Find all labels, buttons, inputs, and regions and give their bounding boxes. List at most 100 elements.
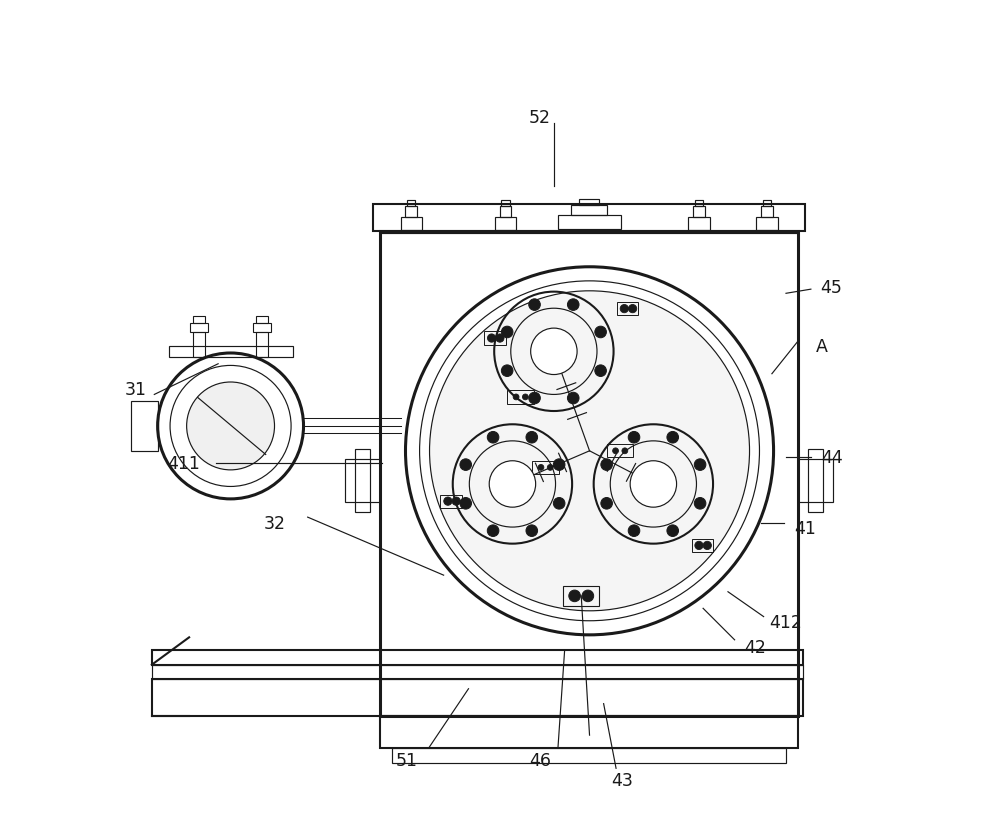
Bar <box>501 200 510 207</box>
Text: 411: 411 <box>167 455 200 473</box>
Bar <box>558 215 621 230</box>
Circle shape <box>628 305 637 313</box>
Circle shape <box>628 525 640 537</box>
Circle shape <box>444 498 452 506</box>
Circle shape <box>522 394 528 401</box>
Circle shape <box>489 461 536 508</box>
Bar <box>169 347 293 358</box>
Text: 31: 31 <box>124 380 146 398</box>
Circle shape <box>667 525 679 537</box>
Circle shape <box>694 460 706 471</box>
Bar <box>380 716 798 748</box>
Text: 51: 51 <box>396 751 418 769</box>
Bar <box>190 324 208 333</box>
Bar <box>407 200 415 207</box>
Circle shape <box>595 365 606 377</box>
Circle shape <box>487 432 499 444</box>
Circle shape <box>695 542 703 550</box>
Circle shape <box>452 498 460 506</box>
Circle shape <box>487 335 496 343</box>
Bar <box>579 200 599 206</box>
Circle shape <box>501 327 513 339</box>
Circle shape <box>553 498 565 509</box>
Bar <box>500 207 511 218</box>
Circle shape <box>526 432 538 444</box>
Circle shape <box>187 383 275 470</box>
Circle shape <box>547 465 553 471</box>
Bar <box>571 206 607 215</box>
Text: 42: 42 <box>744 638 766 657</box>
Bar <box>256 333 268 358</box>
Bar <box>131 402 158 451</box>
Bar <box>692 539 713 552</box>
Bar <box>193 316 205 324</box>
Bar <box>798 460 833 503</box>
Bar <box>761 207 773 218</box>
Text: 44: 44 <box>821 448 842 466</box>
Bar <box>763 200 771 207</box>
Bar <box>756 218 778 231</box>
Bar <box>495 218 516 231</box>
Bar <box>152 679 803 716</box>
Text: 412: 412 <box>770 614 802 632</box>
Bar <box>256 316 268 324</box>
Bar <box>401 218 422 231</box>
Circle shape <box>667 432 679 444</box>
Bar <box>152 650 803 665</box>
Circle shape <box>630 461 677 508</box>
Circle shape <box>531 329 577 375</box>
Circle shape <box>601 460 612 471</box>
Bar <box>695 200 703 207</box>
Circle shape <box>569 590 580 602</box>
Bar <box>193 333 205 358</box>
Circle shape <box>529 300 540 311</box>
Bar <box>688 218 710 231</box>
Circle shape <box>513 394 519 401</box>
Circle shape <box>526 525 538 537</box>
Bar <box>808 450 823 513</box>
Circle shape <box>601 498 612 509</box>
Bar <box>563 586 599 606</box>
Bar <box>345 460 380 503</box>
Circle shape <box>620 305 628 313</box>
Bar <box>355 450 370 513</box>
Circle shape <box>694 498 706 509</box>
Text: 45: 45 <box>821 279 843 297</box>
Text: 46: 46 <box>529 751 551 769</box>
Bar <box>507 391 534 404</box>
Bar <box>484 332 506 345</box>
Text: 52: 52 <box>529 108 551 127</box>
Circle shape <box>613 448 618 455</box>
Bar <box>253 324 271 333</box>
Circle shape <box>628 432 640 444</box>
Text: 43: 43 <box>611 771 633 789</box>
Bar <box>617 302 638 315</box>
Circle shape <box>622 448 628 455</box>
Bar <box>373 205 805 232</box>
Circle shape <box>487 525 499 537</box>
Circle shape <box>582 590 594 602</box>
Circle shape <box>460 498 472 509</box>
Bar <box>532 461 559 474</box>
Bar <box>152 665 803 679</box>
Bar <box>380 232 798 716</box>
Circle shape <box>501 365 513 377</box>
Circle shape <box>595 327 606 339</box>
Bar <box>440 495 462 508</box>
Circle shape <box>553 460 565 471</box>
Circle shape <box>567 300 579 311</box>
Circle shape <box>430 291 750 611</box>
Bar <box>405 207 417 218</box>
Circle shape <box>703 542 711 550</box>
Bar <box>693 207 705 218</box>
Bar <box>392 748 786 763</box>
Circle shape <box>538 465 544 471</box>
Text: A: A <box>816 337 828 355</box>
Bar <box>607 445 633 458</box>
Circle shape <box>567 392 579 404</box>
Circle shape <box>496 335 504 343</box>
Circle shape <box>460 460 472 471</box>
Text: 41: 41 <box>794 519 816 537</box>
Circle shape <box>529 392 540 404</box>
Text: 32: 32 <box>264 514 286 532</box>
